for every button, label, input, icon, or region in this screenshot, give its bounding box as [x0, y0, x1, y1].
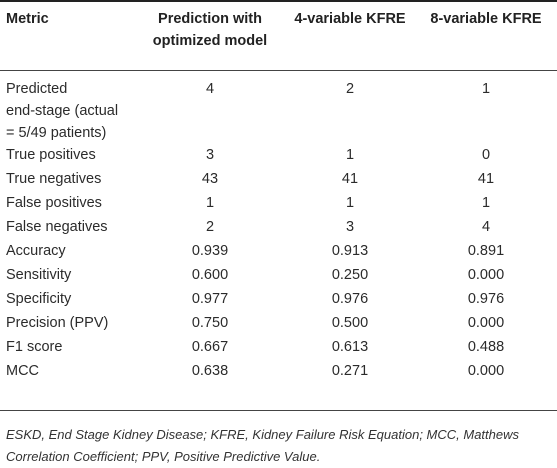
row-value-optimized: 0.600	[191, 267, 229, 283]
row-metric-label: Specificity	[6, 291, 72, 307]
row-value-optimized: 1	[205, 195, 215, 211]
row-value-optimized: 0.977	[191, 291, 229, 307]
row-value-optimized: 0.667	[191, 339, 229, 355]
row-value-kfre4: 2	[345, 81, 355, 97]
row-value-kfre4: 0.613	[331, 339, 369, 355]
row-value-kfre4: 1	[345, 195, 355, 211]
header-optimized-model-line2: optimized model	[152, 33, 268, 49]
row-metric-label: False positives	[6, 195, 102, 211]
row-value-optimized: 43	[201, 171, 219, 187]
header-metric: Metric	[6, 11, 49, 27]
table-footnote: ESKD, End Stage Kidney Disease; KFRE, Ki…	[6, 427, 519, 464]
row-value-kfre8: 4	[481, 219, 491, 235]
row-value-kfre8: 0.488	[467, 339, 505, 355]
row-metric-line1: Predicted	[6, 81, 68, 97]
row-metric-label: F1 score	[6, 339, 63, 355]
row-metric-label: False negatives	[6, 219, 108, 235]
row-value-kfre4: 0.250	[331, 267, 369, 283]
row-metric-label: Accuracy	[6, 243, 66, 259]
row-value-optimized: 0.750	[191, 315, 229, 331]
row-metric-label: Precision (PPV)	[6, 315, 109, 331]
row-value-kfre8: 1	[481, 195, 491, 211]
row-value-optimized: 2	[205, 219, 215, 235]
row-value-optimized: 3	[205, 147, 215, 163]
row-metric-label: Predicted end-stage (actual = 5/49 patie…	[6, 78, 141, 144]
row-metric-label: MCC	[6, 363, 40, 379]
row-value-kfre8: 0.000	[467, 267, 505, 283]
header-8-variable-kfre: 8-variable KFRE	[430, 11, 542, 27]
row-value-kfre8: 1	[481, 81, 491, 97]
table-bottom-rule	[0, 410, 557, 411]
row-metric-line3: = 5/49 patients)	[6, 125, 107, 141]
header-4-variable-kfre: 4-variable KFRE	[294, 11, 406, 27]
row-value-optimized: 4	[205, 81, 215, 97]
row-value-kfre4: 0.976	[331, 291, 369, 307]
row-value-kfre4: 41	[341, 171, 359, 187]
row-value-kfre4: 0.500	[331, 315, 369, 331]
row-value-kfre4: 0.913	[331, 243, 369, 259]
row-value-kfre4: 1	[345, 147, 355, 163]
row-metric-label: True negatives	[6, 171, 102, 187]
row-metric-label: Sensitivity	[6, 267, 72, 283]
header-optimized-model: Prediction with optimized model	[130, 8, 290, 52]
row-value-kfre8: 41	[477, 171, 495, 187]
row-metric-label: True positives	[6, 147, 96, 163]
header-optimized-model-line1: Prediction with	[158, 11, 262, 27]
row-value-kfre8: 0	[481, 147, 491, 163]
row-value-kfre8: 0.000	[467, 363, 505, 379]
row-value-kfre8: 0.976	[467, 291, 505, 307]
row-value-kfre8: 0.891	[467, 243, 505, 259]
row-value-optimized: 0.939	[191, 243, 229, 259]
table-top-rule	[0, 0, 557, 2]
row-value-kfre8: 0.000	[467, 315, 505, 331]
row-value-kfre4: 3	[345, 219, 355, 235]
row-metric-line2: end-stage (actual	[6, 103, 119, 119]
row-value-optimized: 0.638	[191, 363, 229, 379]
row-value-kfre4: 0.271	[331, 363, 369, 379]
header-rule	[0, 70, 557, 71]
